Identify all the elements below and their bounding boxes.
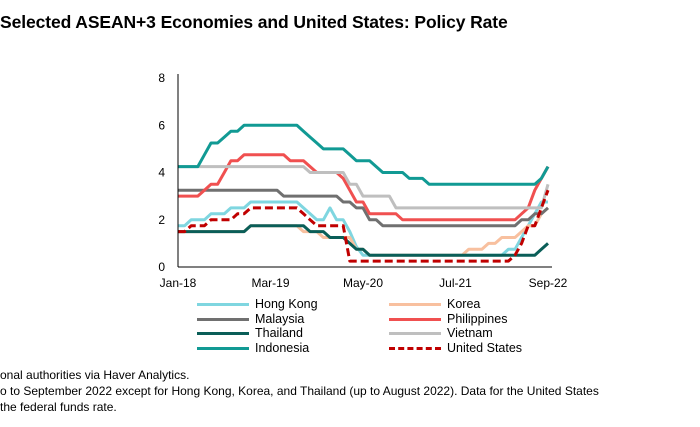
legend-label: United States [447, 340, 523, 355]
x-tick-label: Jul-21 [439, 276, 472, 290]
source-notes: onal authorities via Haver Analytics. o … [0, 367, 599, 415]
y-tick-label: 6 [158, 118, 165, 132]
y-tick-label: 4 [158, 166, 165, 180]
legend-swatch [197, 346, 249, 350]
x-tick-label: Mar-19 [251, 276, 289, 290]
x-axis-ticks: Jan-18 Mar-19 May-20 Jul-21 Sep-22 [160, 276, 568, 290]
y-axis-ticks: 0 2 4 6 8 [158, 71, 165, 274]
y-tick-label: 2 [158, 213, 165, 227]
series-lines [178, 123, 550, 263]
y-tick-label: 8 [158, 71, 165, 85]
legend-label: Philippines [447, 311, 508, 326]
series-line-malaysia [178, 188, 549, 228]
chart-title: Selected ASEAN+3 Economies and United St… [0, 12, 508, 32]
legend-label: Malaysia [255, 311, 305, 326]
legend-swatch [389, 303, 441, 306]
series-line-philippines [178, 153, 550, 222]
legend-label: Korea [447, 297, 481, 311]
y-tick-label: 0 [158, 260, 165, 274]
series-line-thailand [178, 224, 549, 257]
x-tick-label: Jan-18 [160, 276, 197, 290]
note-source: onal authorities via Haver Analytics. [0, 368, 190, 382]
legend-label: Indonesia [255, 340, 310, 355]
legend-swatch [197, 303, 249, 306]
legend-label: Vietnam [447, 326, 493, 340]
series-line-indonesia [178, 123, 550, 186]
note-data-coverage: o to September 2022 except for Hong Kong… [0, 384, 599, 398]
series-line-vietnam [178, 165, 550, 210]
legend-swatch [197, 332, 249, 335]
legend-label: Hong Kong [255, 297, 318, 311]
chart-plot: 0 2 4 6 8 Jan-18 Mar-19 May-20 Jul-21 Sep-22 [158, 71, 568, 290]
note-fed-funds: the federal funds rate. [0, 400, 117, 414]
legend-label: Thailand [255, 326, 303, 340]
x-tick-label: Sep-22 [529, 276, 568, 290]
legend-swatch [389, 317, 441, 321]
series-line-united-states [178, 189, 550, 263]
legend-swatch [389, 332, 441, 335]
x-tick-label: May-20 [343, 276, 383, 290]
legend-swatch [389, 346, 441, 350]
legend-swatch [197, 317, 249, 321]
